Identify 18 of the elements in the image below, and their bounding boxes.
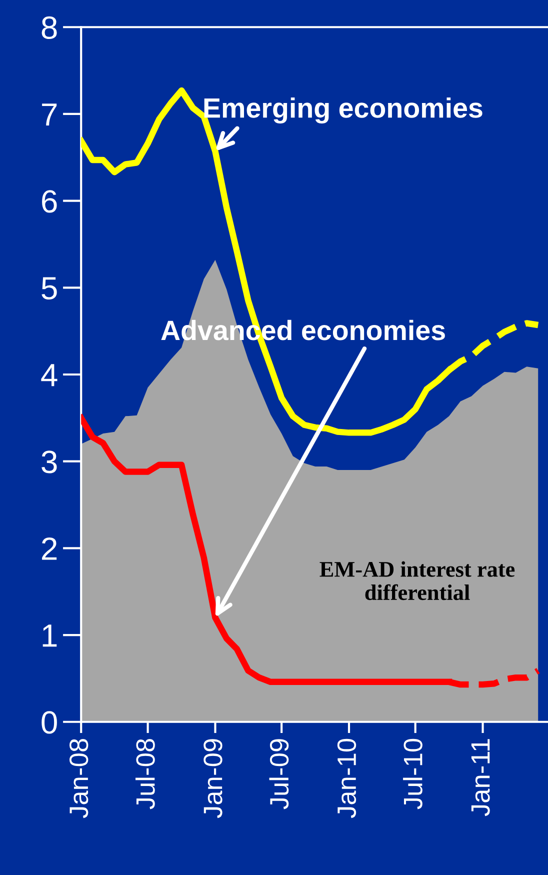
x-tick-label: Jul-08	[136, 738, 155, 810]
x-tick-label: Jan-10	[337, 738, 356, 818]
y-tick-label: 3	[42, 450, 57, 474]
x-tick-label: Jul-10	[403, 738, 422, 810]
y-tick-label: 4	[41, 364, 58, 386]
x-tick-label: Jan-08	[70, 738, 88, 818]
y-tick-label: 0	[42, 711, 57, 734]
y-tick-label: 8	[42, 16, 57, 40]
y-tick-label: 6	[42, 190, 57, 213]
y-tick-label: 7	[42, 104, 57, 126]
x-tick-label: Jan-11	[471, 739, 490, 816]
y-tick-label: 1	[42, 624, 57, 647]
y-tick-label: 5	[42, 277, 57, 300]
x-tick-label: Jul-09	[269, 739, 289, 810]
annotation: Emerging economies	[204, 97, 482, 124]
annotation: EM-AD interest rate differential	[320, 561, 515, 600]
y-tick-label: 2	[42, 537, 57, 560]
x-tick-label: Jan-09	[204, 739, 222, 818]
